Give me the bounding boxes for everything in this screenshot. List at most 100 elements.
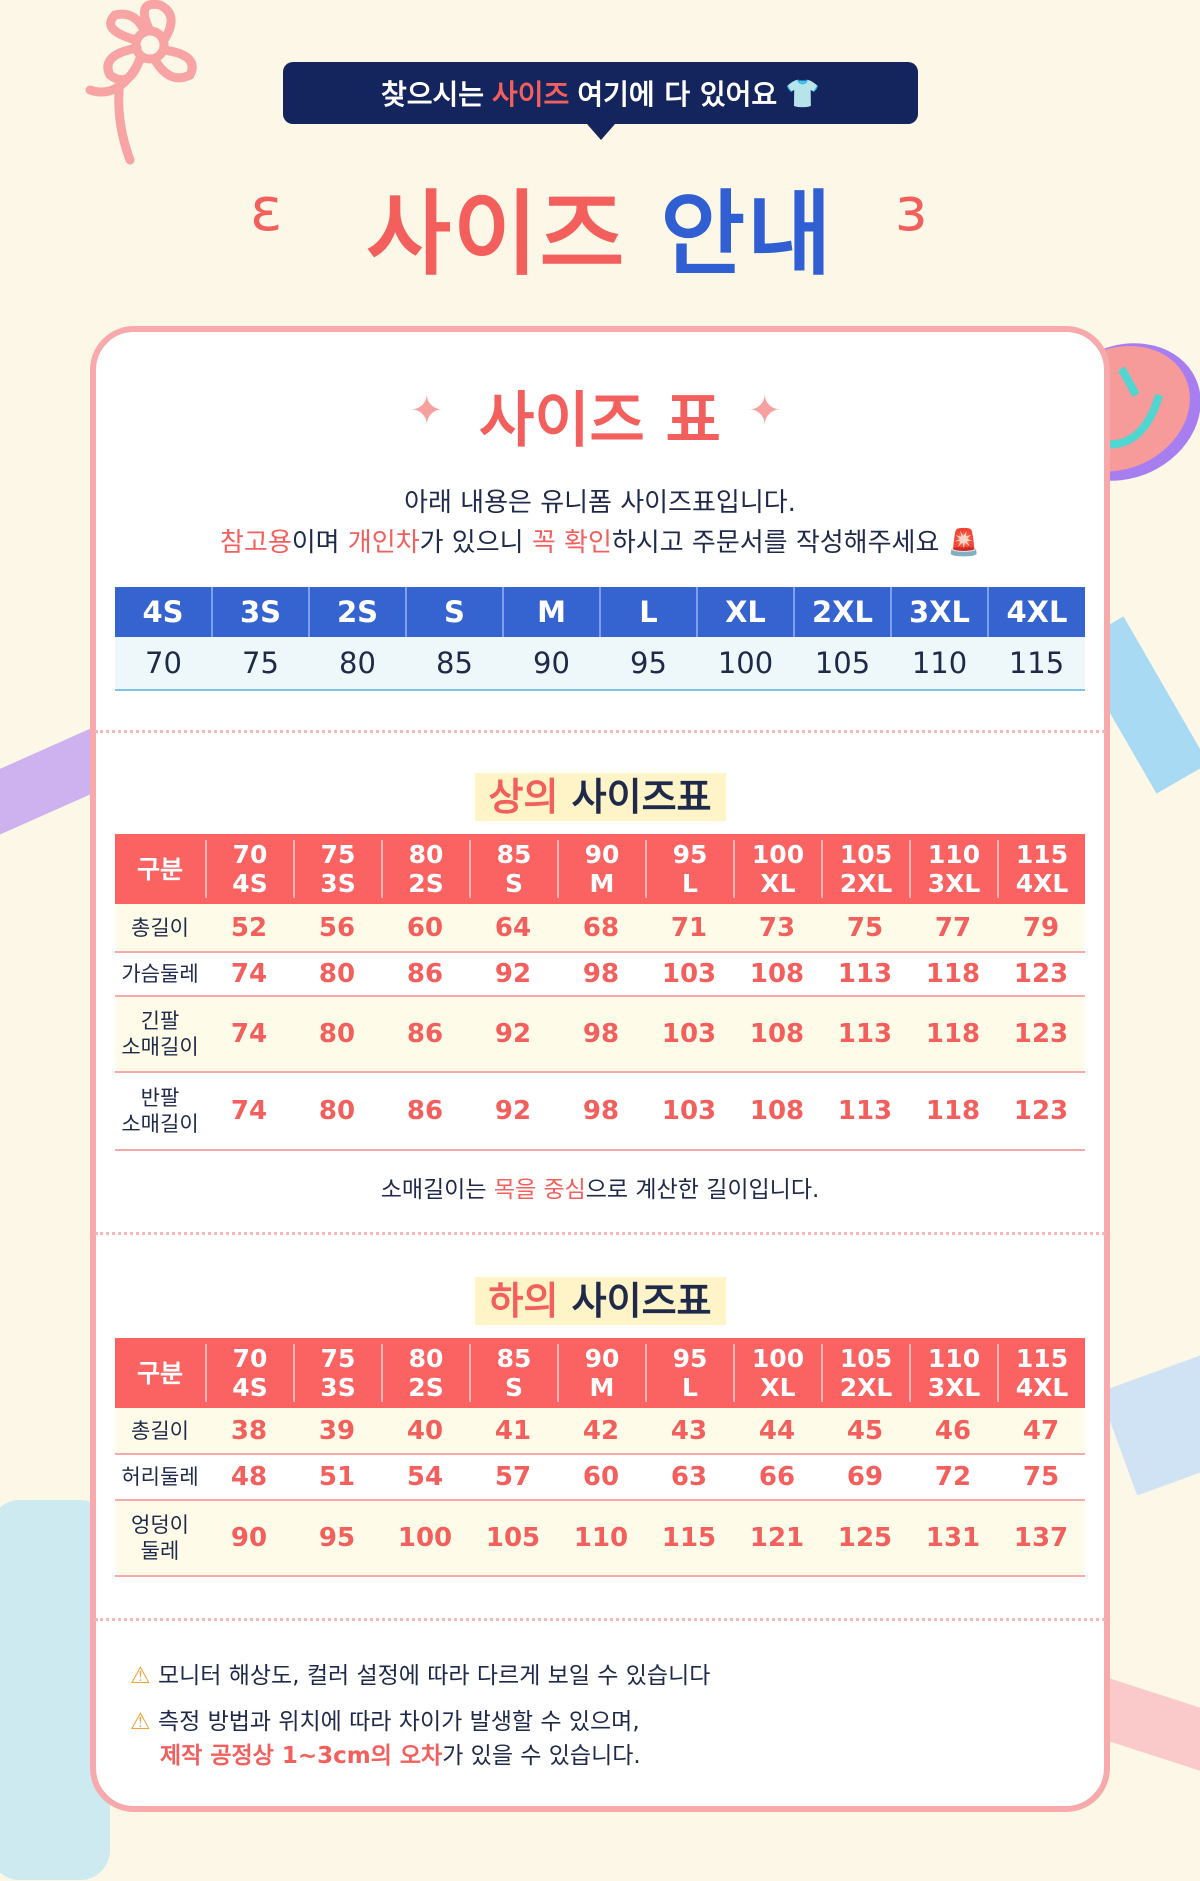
- row-label-line: 반팔: [140, 1086, 180, 1110]
- header-size-code: M: [589, 869, 615, 898]
- value-cell: 77: [909, 904, 997, 953]
- header-size: 70 4S: [205, 1344, 293, 1402]
- corner-label: 구분: [136, 854, 183, 884]
- value-cell: 75: [997, 1454, 1085, 1501]
- flower-doodle: [85, 0, 197, 165]
- value-cell: 54: [381, 1454, 469, 1501]
- table-header: 구분 70 4S 75 3S 80 2S 85 S 90 M 95 L 100 XL 105 2XL 110 3XL…: [115, 1338, 1085, 1408]
- size-label: 4XL: [987, 587, 1085, 637]
- warning-1: ⚠ 모니터 해상도, 컬러 설정에 따라 다르게 보일 수 있습니다: [130, 1656, 710, 1690]
- banner-accent: 사이즈: [492, 78, 570, 111]
- header-size: 95 L: [645, 840, 733, 898]
- page-title: 사이즈 안내: [0, 160, 1200, 293]
- header-cell: 75 3S: [293, 1338, 381, 1408]
- size-label: 2XL: [793, 587, 891, 637]
- row-label: 총길이: [115, 1408, 205, 1455]
- value-cell: 113: [821, 1072, 909, 1151]
- header-number: 70: [232, 1344, 268, 1373]
- header-size-code: 2S: [408, 869, 444, 898]
- value-cell: 115: [645, 1500, 733, 1577]
- value-cell: 80: [293, 1072, 381, 1151]
- desc-text: 하시고 주문서를 작성해주세요: [611, 528, 940, 558]
- header-size-code: XL: [760, 1373, 796, 1402]
- header-size-code: 3XL: [927, 869, 981, 898]
- header-cell: 80 2S: [381, 834, 469, 904]
- value-cell: 57: [469, 1454, 557, 1501]
- value-cell: 45: [821, 1408, 909, 1455]
- value-cell: 108: [733, 952, 821, 997]
- squiggle-right-icon: ɜ: [895, 175, 927, 245]
- top-title-accent: 상의: [488, 775, 559, 819]
- header-size: 90 M: [557, 840, 645, 898]
- header-number: 95: [672, 1344, 708, 1373]
- row-label: 총길이: [115, 904, 205, 953]
- value-cell: 92: [469, 996, 557, 1073]
- warning-icon: ⚠: [130, 1709, 151, 1735]
- value-cell: 118: [909, 1072, 997, 1151]
- banner-text: 찾으시는: [380, 78, 485, 111]
- header-number: 90: [584, 1344, 620, 1373]
- top-title-rest: 사이즈표: [571, 775, 712, 819]
- value-cell: 40: [381, 1408, 469, 1455]
- header-size: 95 L: [645, 1344, 733, 1402]
- top-title: 상의 사이즈표: [0, 766, 1200, 821]
- value-cell: 63: [645, 1454, 733, 1501]
- row-label: 반팔 소매길이: [115, 1072, 205, 1151]
- header-number: 95: [672, 840, 708, 869]
- value-cell: 66: [733, 1454, 821, 1501]
- value-cell: 123: [997, 1072, 1085, 1151]
- header-size-code: 2XL: [839, 1373, 893, 1402]
- header-size-code: S: [504, 1373, 523, 1402]
- value-cell: 68: [557, 904, 645, 953]
- size-label: 3XL: [890, 587, 988, 637]
- warning-icon: ⚠: [130, 1663, 151, 1689]
- size-chart-desc: 아래 내용은 유니폼 사이즈표입니다.: [404, 488, 796, 518]
- t-shirt-icon: 👕: [785, 76, 821, 110]
- value-cell: 52: [205, 904, 293, 953]
- divider: [95, 1232, 1105, 1235]
- value-cell: 90: [205, 1500, 293, 1577]
- row-label-line: 둘레: [140, 1539, 180, 1563]
- header-size-code: 2S: [408, 1373, 444, 1402]
- value-cell: 113: [821, 952, 909, 997]
- size-number: 80: [309, 637, 406, 691]
- row-label-line: 긴팔: [140, 1009, 180, 1033]
- header-number: 85: [496, 1344, 532, 1373]
- value-cell: 51: [293, 1454, 381, 1501]
- header-size-code: L: [682, 869, 698, 898]
- table-row: 엉덩이 둘레 90 95 100 105 110 115 121 125 131 137: [115, 1500, 1085, 1577]
- sleeve-note: 소매길이는 목을 중심으로 계산한 길이입니다.: [0, 1170, 1200, 1204]
- value-cell: 80: [293, 996, 381, 1073]
- row-label: 가슴둘레: [115, 952, 205, 997]
- value-cell: 74: [205, 996, 293, 1073]
- size-label: S: [405, 587, 503, 637]
- header-cell: 95 L: [645, 1338, 733, 1408]
- header-number: 70: [232, 840, 268, 869]
- value-cell: 123: [997, 952, 1085, 997]
- desc-accent: 개인차: [347, 528, 420, 558]
- header-cell: 110 3XL: [909, 1338, 997, 1408]
- size-number: 100: [697, 637, 794, 691]
- header-cell: 95 L: [645, 834, 733, 904]
- header-number: 80: [408, 840, 444, 869]
- header-size-code: 3S: [320, 1373, 356, 1402]
- title-part2: 안내: [660, 181, 834, 288]
- warning-2: ⚠ 측정 방법과 위치에 따라 차이가 발생할 수 있으며,: [130, 1702, 640, 1736]
- value-cell: 86: [381, 1072, 469, 1151]
- table-row: 긴팔 소매길이 74 80 86 92 98 103 108 113 118 123: [115, 996, 1085, 1073]
- bottom-title-accent: 하의: [488, 1279, 559, 1323]
- header-size: 80 2S: [381, 840, 469, 898]
- header-number: 110: [927, 840, 981, 869]
- header-size: 105 2XL: [821, 840, 909, 898]
- table-row: 가슴둘레 74 80 86 92 98 103 108 113 118 123: [115, 952, 1085, 997]
- note-text: 으로 계산한 길이입니다.: [585, 1177, 820, 1203]
- header-size: 100 XL: [733, 1344, 821, 1402]
- header-number: 85: [496, 840, 532, 869]
- value-cell: 60: [557, 1454, 645, 1501]
- header-cell: 115 4XL: [997, 834, 1085, 904]
- header-cell: 75 3S: [293, 834, 381, 904]
- value-cell: 41: [469, 1408, 557, 1455]
- value-cell: 98: [557, 1072, 645, 1151]
- header-size-code: 3S: [320, 869, 356, 898]
- desc-text: 가 있으니: [419, 528, 532, 558]
